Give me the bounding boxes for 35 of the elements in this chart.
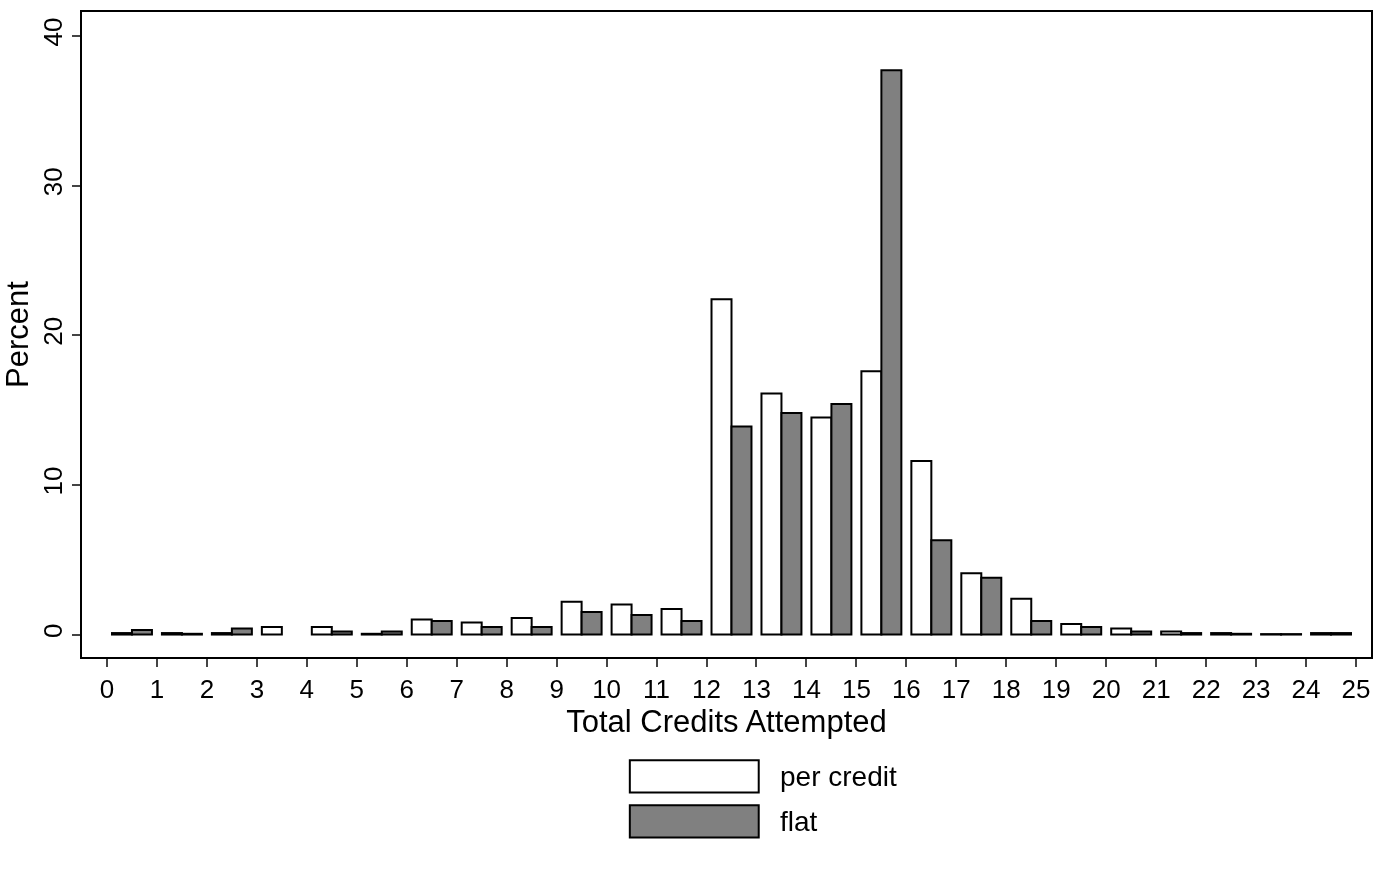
x-tick-label: 19 (1041, 674, 1071, 705)
x-tick-label: 22 (1191, 674, 1221, 705)
x-tick-label: 14 (791, 674, 821, 705)
x-tick-label: 20 (1091, 674, 1121, 705)
y-axis-title: Percent (0, 280, 35, 388)
x-tick-label: 9 (549, 674, 564, 705)
x-tick-label: 3 (249, 674, 265, 705)
x-tick-label: 1 (149, 674, 165, 705)
y-tick-label: 30 (37, 167, 68, 197)
x-tick-label: 24 (1291, 674, 1321, 705)
x-tick-label: 18 (991, 674, 1021, 705)
x-tick-label: 11 (643, 674, 671, 705)
x-tick-label: 23 (1241, 674, 1271, 705)
x-tick-label: 10 (592, 674, 622, 705)
x-tick-label: 2 (199, 674, 215, 705)
x-tick-label: 8 (499, 674, 514, 705)
y-tick-label: 10 (37, 466, 68, 496)
x-tick-label: 17 (941, 674, 971, 705)
x-tick-label: 12 (692, 674, 721, 705)
x-tick-label: 25 (1341, 674, 1371, 705)
x-tick-label: 4 (299, 674, 315, 705)
x-tick-label: 5 (349, 674, 365, 705)
x-axis-title: Total Credits Attempted (566, 704, 887, 740)
legend-label: flat (780, 806, 818, 837)
x-tick-label: 7 (449, 674, 464, 705)
x-tick-label: 21 (1141, 674, 1171, 705)
x-tick-label: 13 (742, 674, 771, 705)
x-tick-label: 6 (399, 674, 414, 705)
y-tick-label: 40 (37, 17, 68, 47)
y-tick-label: 20 (37, 316, 68, 346)
y-tick-label: 0 (37, 623, 68, 638)
x-tick-label: 0 (99, 674, 115, 705)
x-tick-label: 15 (841, 674, 871, 705)
x-tick-label: 16 (891, 674, 921, 705)
legend-label: per credit (780, 761, 897, 792)
